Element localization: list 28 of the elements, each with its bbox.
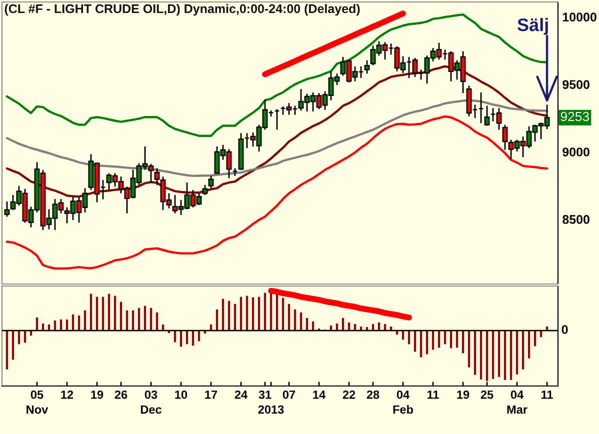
x-tick-label: 19 — [91, 390, 104, 399]
x-tick-label: 11 — [542, 390, 553, 399]
x-tick-label: 22 — [342, 390, 356, 399]
x-tick-label: 25 — [480, 390, 494, 399]
x-tick-label: 07 — [282, 390, 296, 399]
x-tick-label: 14 — [313, 390, 326, 399]
x-tick-label: 10 — [175, 390, 188, 399]
y-tick-label: 9000 — [562, 148, 590, 156]
x-tick-label: 03 Dec — [140, 390, 162, 414]
text: 9253 — [560, 112, 589, 122]
annotation: Sälj — [518, 18, 548, 35]
x-tick-label: 04 Feb — [393, 390, 414, 414]
x-tick-label: 05 Nov — [26, 390, 48, 414]
x-tick-label: 31 — [258, 390, 272, 399]
x-tick-label: 17 — [205, 390, 218, 399]
y-tick-label: 10000 — [562, 12, 596, 22]
y-tick-label: 8500 — [562, 215, 590, 224]
x-tick-label: 19 — [457, 390, 470, 399]
y-tick-label: 9500 — [562, 80, 590, 89]
chart-title: (CL #F - LIGHT CRUDE OIL,D) Dynamic,0:00-24:00 (Delayed) — [4, 4, 360, 16]
x-tick-label: 24 — [234, 390, 248, 399]
x-tick-label: 28 — [366, 390, 380, 399]
x-tick-label: 11 — [428, 390, 439, 399]
x-tick-label: 04 Mar — [507, 390, 528, 414]
x-tick-label: 26 — [114, 390, 128, 399]
x-tick-label: 2013 — [258, 405, 284, 414]
x-tick-label: 12 — [61, 390, 74, 399]
ref-line-label: 0 — [562, 325, 568, 334]
